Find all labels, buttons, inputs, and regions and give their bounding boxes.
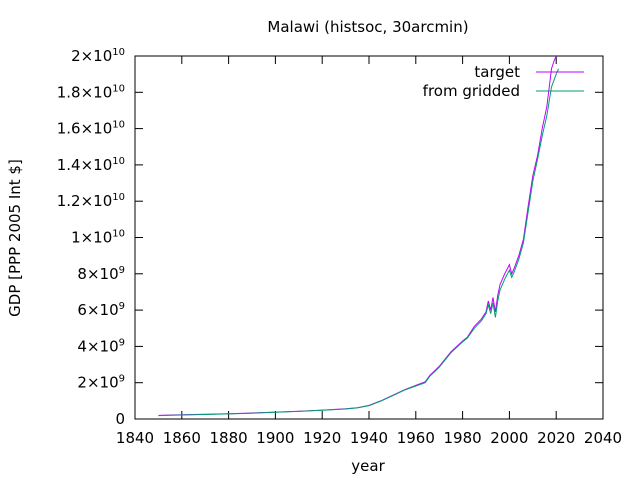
y-tick-mantissa: 8×10: [77, 265, 118, 283]
x-tick-label: 2040: [584, 429, 622, 447]
y-tick-label: 1.2×1010: [57, 192, 125, 210]
y-axis-label: GDP [PPP 2005 Int $]: [6, 159, 24, 317]
x-tick-label: 1960: [397, 429, 435, 447]
y-tick-mantissa: 2×10: [77, 374, 118, 392]
y-tick-label: 1.6×1010: [57, 120, 125, 138]
y-tick-mantissa: 1.6×10: [57, 120, 113, 138]
y-tick-exponent: 10: [112, 120, 125, 131]
legend-label: target: [474, 63, 520, 81]
y-tick-label: 6×109: [77, 301, 125, 319]
y-tick-exponent: 9: [119, 301, 125, 312]
y-tick-mantissa: 1.8×10: [57, 83, 113, 101]
y-tick-exponent: 10: [112, 156, 125, 167]
y-tick-label: 4×109: [77, 337, 125, 355]
plot-frame: [134, 55, 604, 420]
y-axis: 02×1094×1096×1098×1091×10101.2×10101.4×1…: [57, 47, 603, 428]
y-tick-exponent: 9: [119, 265, 125, 276]
x-tick-label: 1920: [303, 429, 341, 447]
x-tick-label: 1940: [350, 429, 388, 447]
x-tick-label: 2020: [537, 429, 575, 447]
y-tick-exponent: 10: [112, 192, 125, 203]
y-tick-label: 1×1010: [71, 229, 125, 247]
y-tick-label: 8×109: [77, 265, 125, 283]
y-tick-exponent: 10: [112, 229, 125, 240]
x-tick-label: 1860: [163, 429, 201, 447]
y-tick-mantissa: 1.2×10: [57, 192, 113, 210]
y-tick-exponent: 9: [119, 374, 125, 385]
y-tick-mantissa: 1×10: [71, 229, 112, 247]
x-tick-label: 1840: [116, 429, 154, 447]
series-line-from-gridded: [158, 68, 559, 417]
chart-title: Malawi (histsoc, 30arcmin): [267, 18, 468, 36]
series-line-target: [158, 56, 557, 416]
y-tick-mantissa: 6×10: [77, 301, 118, 319]
y-tick-mantissa: 2×10: [71, 47, 112, 65]
legend-label: from gridded: [423, 82, 520, 100]
y-tick-exponent: 10: [112, 47, 125, 58]
y-tick-exponent: 9: [119, 337, 125, 348]
y-tick-mantissa: 1.4×10: [57, 156, 113, 174]
x-axis: 1840 1860 1880 1900 1920 1940 1960 1980 2000 2020…: [116, 56, 622, 447]
x-tick-label: 1900: [256, 429, 294, 447]
y-tick-exponent: 10: [112, 83, 125, 94]
y-tick-label: 2×109: [77, 374, 125, 392]
y-tick-label: 1.8×1010: [57, 83, 125, 101]
y-tick-label: 1.4×1010: [57, 156, 125, 174]
x-axis-label: year: [351, 457, 385, 475]
x-tick-label: 2000: [490, 429, 528, 447]
x-tick-label: 1880: [210, 429, 248, 447]
x-tick-label: 1980: [444, 429, 482, 447]
y-tick-label: 2×1010: [71, 47, 125, 65]
y-tick-label: 0: [115, 410, 125, 428]
y-tick-mantissa: 4×10: [77, 337, 118, 355]
series-group: [158, 56, 559, 417]
